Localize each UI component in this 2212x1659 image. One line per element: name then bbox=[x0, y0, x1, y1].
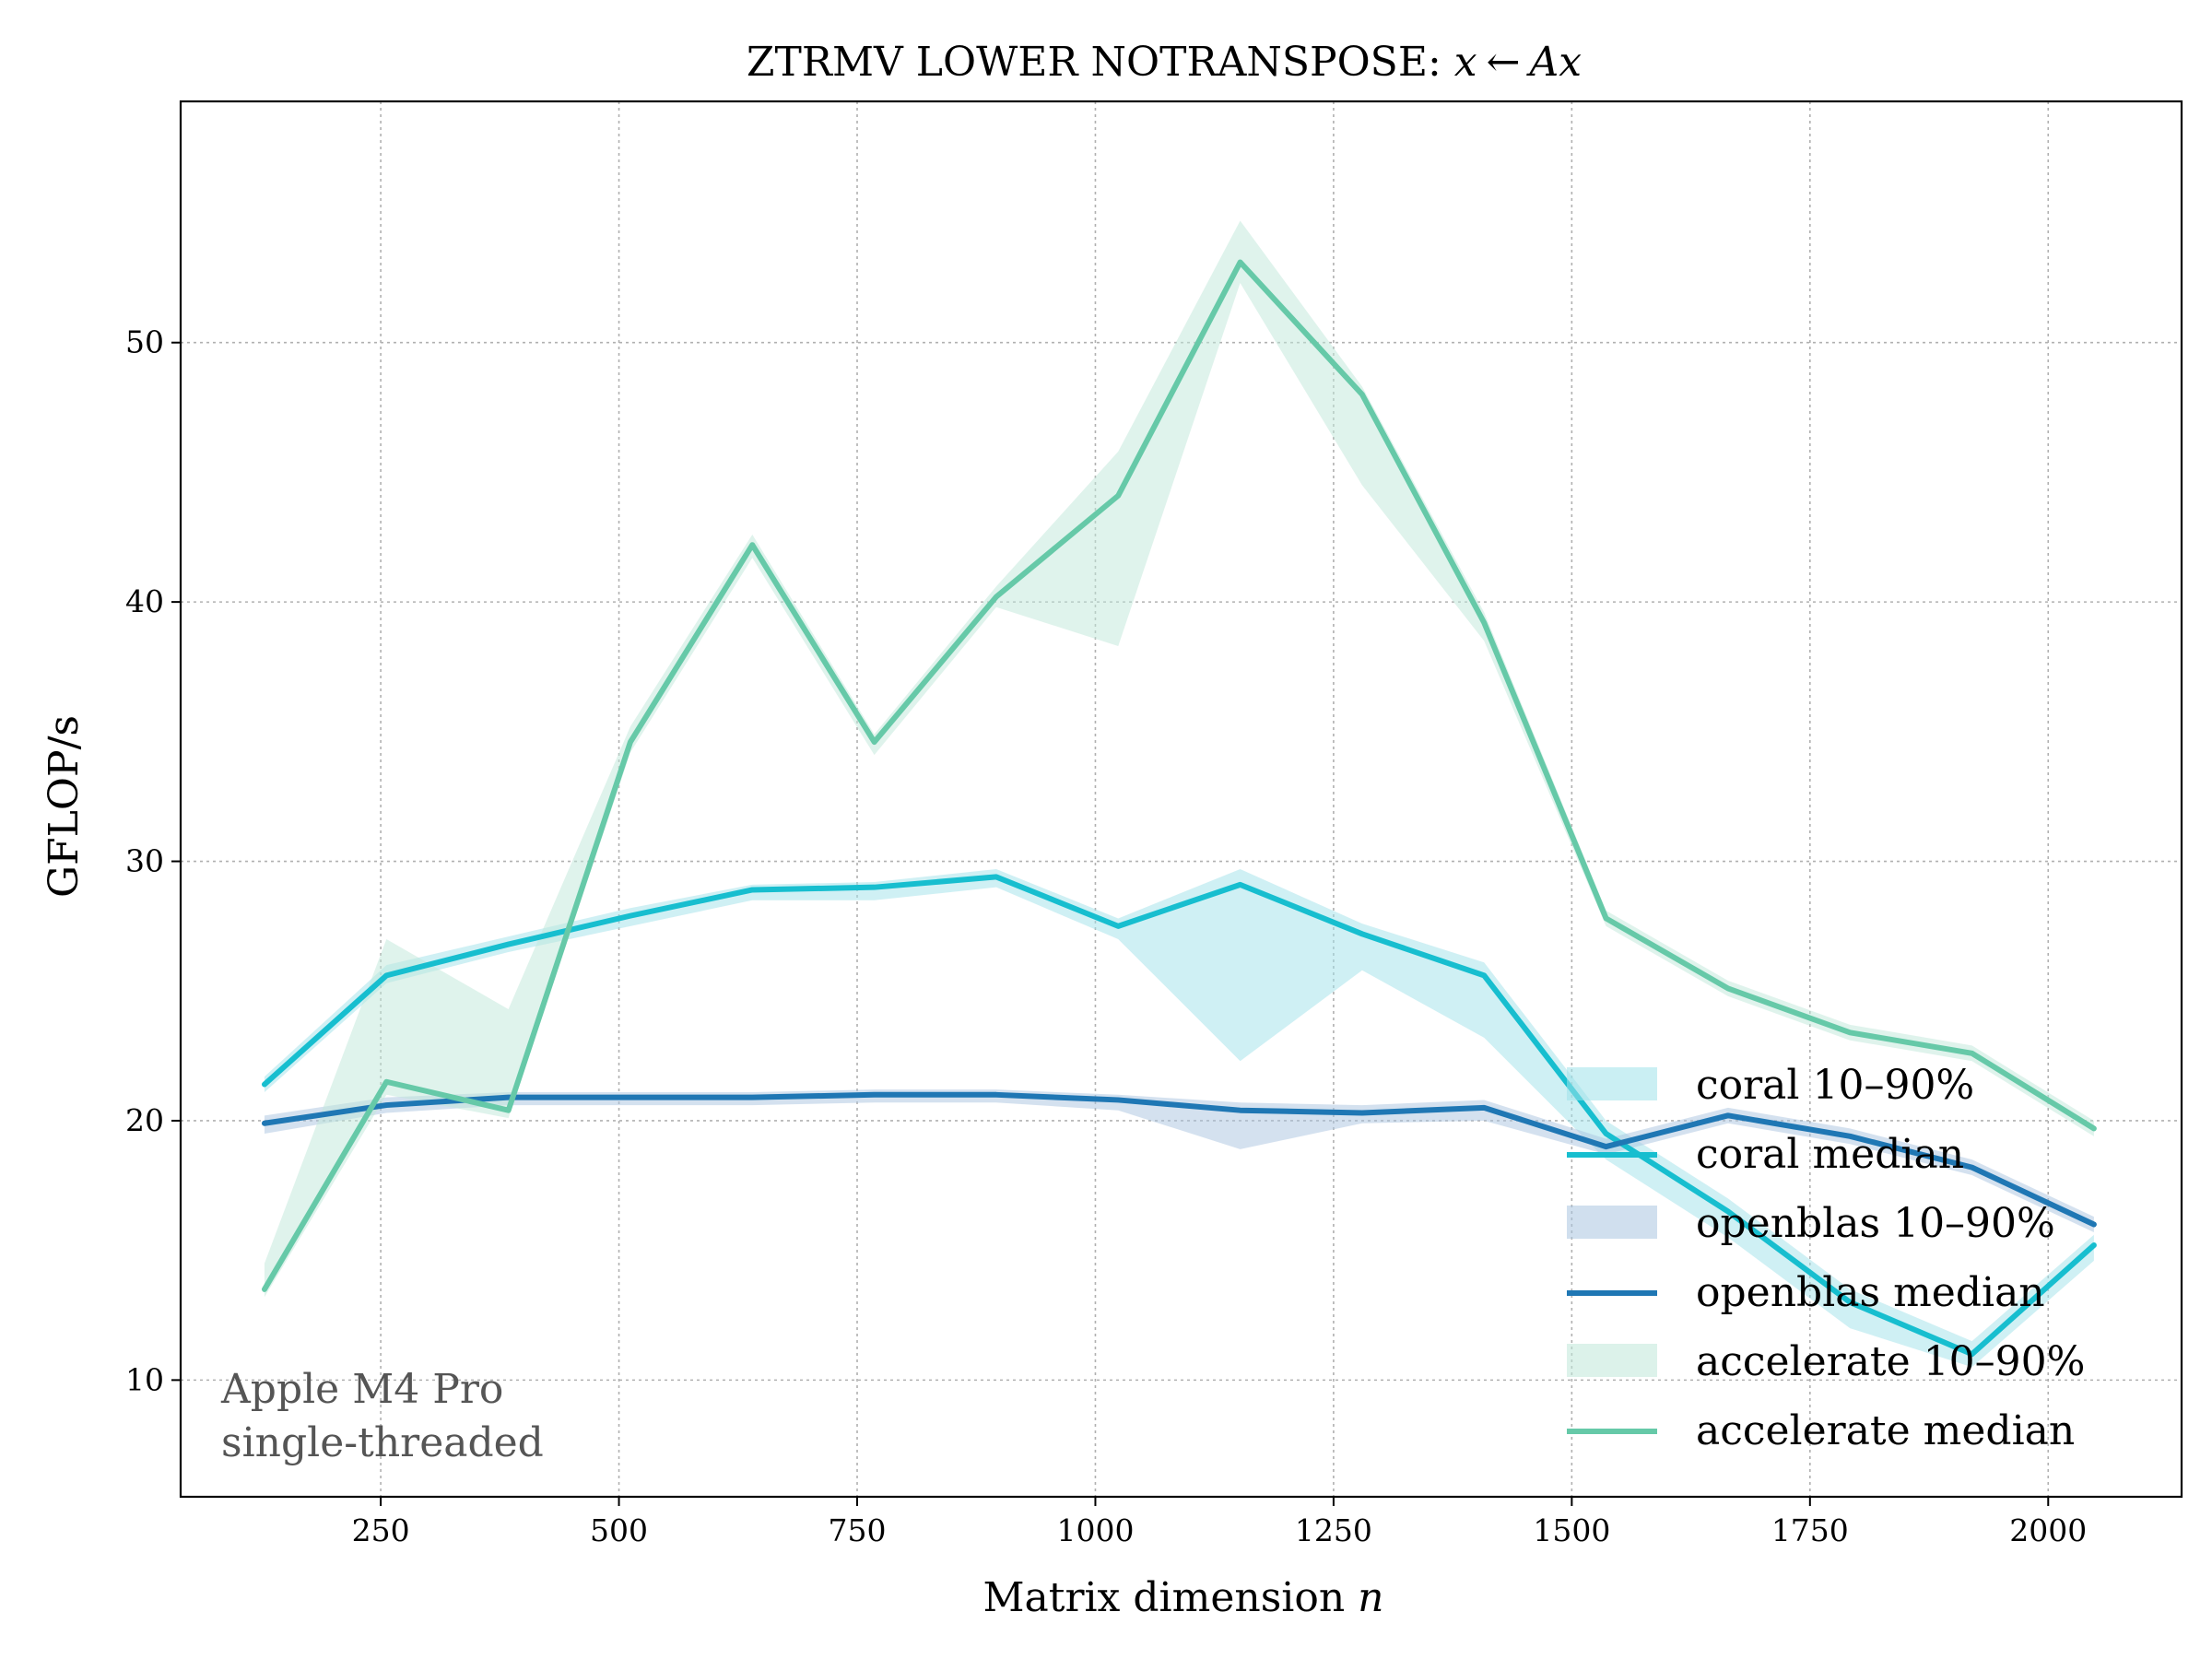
y-axis: 10 20 30 40 50 bbox=[125, 324, 181, 1397]
coral-band bbox=[264, 868, 2094, 1368]
x-axis-label: Matrix dimension n bbox=[982, 1574, 1383, 1621]
legend-label-coral-band: coral 10–90% bbox=[1696, 1062, 1974, 1109]
y-tick-label: 30 bbox=[125, 843, 164, 879]
accelerate-median-line bbox=[261, 259, 2097, 1292]
legend-swatch-accelerate-band bbox=[1567, 1344, 1657, 1377]
legend-swatch-openblas-band bbox=[1567, 1206, 1657, 1239]
hardware-annotation-line2: single-threaded bbox=[221, 1419, 544, 1466]
median-lines bbox=[261, 259, 2097, 1358]
legend-swatch-coral-band bbox=[1567, 1067, 1657, 1100]
x-tick-label: 500 bbox=[590, 1512, 648, 1548]
y-tick-label: 40 bbox=[125, 583, 164, 619]
y-tick-label: 20 bbox=[125, 1102, 164, 1138]
legend-label-accelerate-band: accelerate 10–90% bbox=[1696, 1338, 2085, 1385]
x-tick-label: 250 bbox=[352, 1512, 410, 1548]
x-tick-label: 1250 bbox=[1295, 1512, 1372, 1548]
y-axis-label: GFLOP/s bbox=[41, 715, 88, 898]
x-tick-label: 1750 bbox=[1771, 1512, 1849, 1548]
hardware-annotation-line1: Apple M4 Pro bbox=[220, 1366, 503, 1413]
y-tick-label: 50 bbox=[125, 324, 164, 360]
y-tick-label: 10 bbox=[125, 1361, 164, 1397]
x-tick-label: 750 bbox=[829, 1512, 887, 1548]
x-tick-label: 1500 bbox=[1533, 1512, 1610, 1548]
legend-label-accelerate-median: accelerate median bbox=[1696, 1407, 2075, 1454]
chart-title: ZTRMV LOWER NOTRANSPOSE: x ← Ax bbox=[747, 39, 1582, 86]
legend-label-openblas-median: openblas median bbox=[1696, 1269, 2045, 1316]
x-tick-label: 1000 bbox=[1056, 1512, 1134, 1548]
x-tick-label: 2000 bbox=[2009, 1512, 2087, 1548]
legend-label-openblas-band: openblas 10–90% bbox=[1696, 1200, 2055, 1247]
accelerate-band bbox=[264, 220, 2094, 1298]
legend: coral 10–90% coral median openblas 10–90% o… bbox=[1567, 1062, 2085, 1454]
x-axis: 250 500 750 1000 1250 1500 1750 2000 bbox=[352, 1497, 2087, 1548]
openblas-median-line bbox=[261, 1091, 2097, 1228]
legend-label-coral-median: coral median bbox=[1696, 1131, 1964, 1178]
plot-frame bbox=[179, 100, 2183, 1499]
percentile-bands bbox=[264, 220, 2094, 1368]
